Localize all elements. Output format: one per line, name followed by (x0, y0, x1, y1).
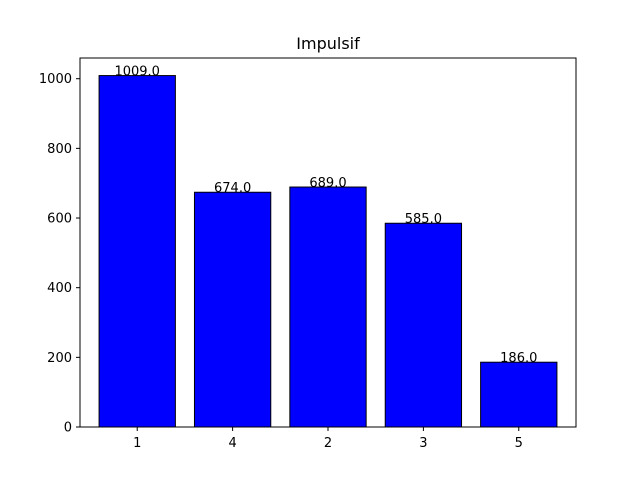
chart-title: Impulsif (296, 34, 360, 53)
data-label-4: 674.0 (214, 181, 251, 196)
data-label-5: 186.0 (500, 351, 537, 366)
bar-1 (98, 75, 176, 428)
bar-3 (384, 222, 463, 428)
y-axis: 0 200 400 600 800 1000 (39, 72, 80, 436)
data-labels: 1009.0 674.0 689.0 585.0 186.0 (114, 65, 537, 367)
x-tick-label: 2 (324, 436, 332, 451)
y-tick-label: 400 (47, 281, 72, 296)
x-tick-label: 1 (133, 436, 141, 451)
data-label-1: 1009.0 (114, 65, 160, 80)
x-tick-label: 5 (515, 436, 523, 451)
x-tick-label: 4 (228, 436, 236, 451)
x-tick-label: 3 (419, 436, 427, 451)
y-tick-label: 200 (47, 351, 72, 366)
y-tick-label: 600 (47, 212, 72, 227)
x-axis: 1 4 2 3 5 (133, 427, 523, 451)
y-tick-label: 1000 (39, 72, 72, 87)
data-label-3: 585.0 (405, 212, 442, 227)
y-tick-label: 0 (64, 421, 72, 436)
bar-5 (480, 361, 558, 428)
y-tick-label: 800 (47, 142, 72, 157)
bar-2 (289, 186, 367, 428)
bars-layer (98, 75, 558, 428)
plot-frame (79, 57, 577, 428)
data-label-2: 689.0 (309, 176, 346, 191)
bar-4 (193, 191, 272, 428)
